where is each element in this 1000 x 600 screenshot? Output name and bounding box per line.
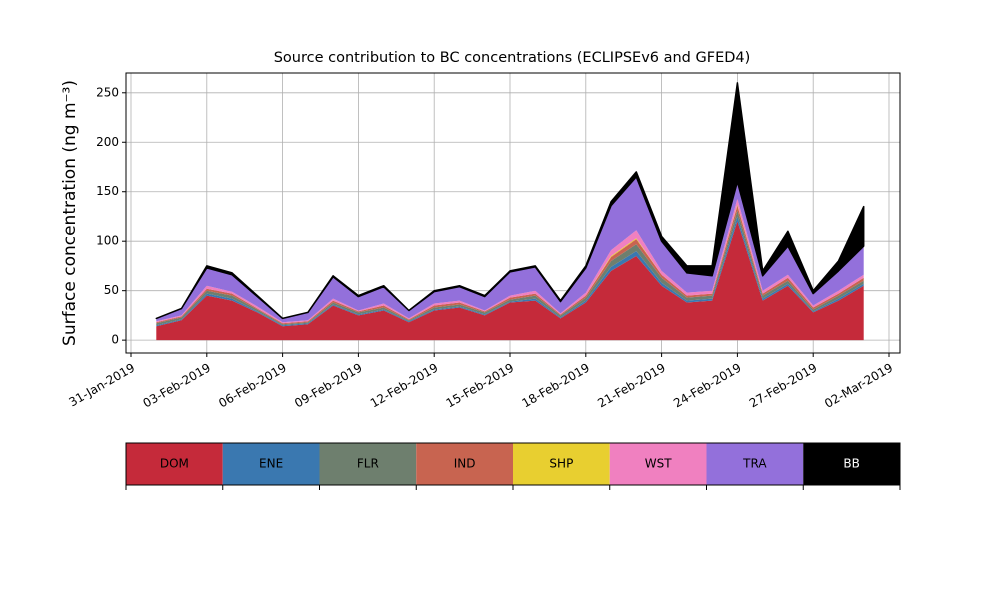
y-tick-label: 250 (96, 85, 119, 99)
y-axis-label: Surface concentration (ng m⁻³) (60, 80, 80, 346)
legend-swatch (416, 443, 513, 485)
chart-title: Source contribution to BC concentrations… (274, 50, 751, 66)
legend-swatch (609, 443, 707, 485)
x-tick-label: 12-Feb-2019 (368, 361, 441, 411)
plot-frame (125, 72, 901, 354)
x-tick-label: 06-Feb-2019 (216, 361, 289, 411)
y-tick-label: 0 (111, 333, 119, 347)
area (156, 176, 864, 323)
x-tick-label: 18-Feb-2019 (519, 361, 592, 411)
y-tick-label: 200 (96, 135, 119, 149)
legend-swatch (126, 443, 223, 485)
legend-label: DOM (160, 457, 189, 471)
legend-label: IND (454, 457, 476, 471)
y-tick-label: 100 (96, 234, 119, 248)
x-tick-label: 03-Feb-2019 (140, 361, 213, 411)
y-tick-label: 50 (104, 283, 119, 297)
x-tick-label: 02-Mar-2019 (822, 361, 895, 411)
legend-label: SHP (549, 457, 573, 471)
legend-swatch (803, 443, 900, 485)
area (156, 221, 864, 341)
legend-label: TRA (742, 457, 767, 471)
legend-frame (125, 442, 901, 486)
area (155, 82, 865, 320)
legend-swatch (706, 443, 804, 485)
legend-label: WST (645, 457, 672, 471)
legend-swatch (513, 443, 610, 485)
x-tick-label: 15-Feb-2019 (444, 361, 517, 411)
x-tick-label: 31-Jan-2019 (66, 361, 137, 410)
legend-swatch (319, 443, 417, 485)
y-tick-label: 150 (96, 184, 119, 198)
legend-label: ENE (259, 457, 283, 471)
legend-label: FLR (357, 457, 379, 471)
x-tick-label: 27-Feb-2019 (747, 361, 820, 411)
x-tick-label: 21-Feb-2019 (595, 361, 668, 411)
x-tick-label: 09-Feb-2019 (292, 361, 365, 411)
x-tick-label: 24-Feb-2019 (671, 361, 744, 411)
legend-label: BB (843, 457, 859, 471)
legend-swatch (222, 443, 320, 485)
